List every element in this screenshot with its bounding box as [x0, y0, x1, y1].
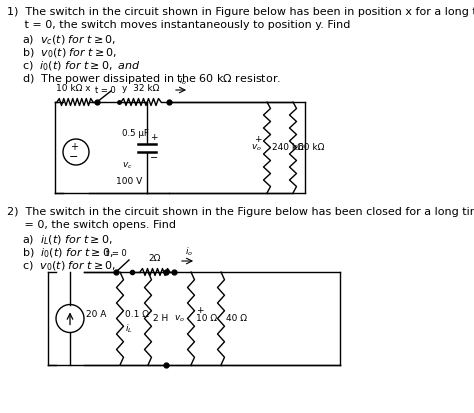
Text: y  32 kΩ: y 32 kΩ: [122, 84, 160, 93]
Text: t = 0, the switch moves instantaneously to position y. Find: t = 0, the switch moves instantaneously …: [7, 20, 350, 30]
Text: +: +: [150, 133, 157, 142]
Text: a)  $v_c(t)$ $\it{for}$ $t \geq 0,$: a) $v_c(t)$ $\it{for}$ $t \geq 0,$: [22, 33, 116, 47]
Text: $i_L$: $i_L$: [125, 322, 133, 335]
Text: 100 V: 100 V: [116, 176, 142, 185]
Text: 0.1 Ω: 0.1 Ω: [125, 310, 149, 319]
Text: c)  $v_0(t)$ $\it{for}$ $t \geq 0,$: c) $v_0(t)$ $\it{for}$ $t \geq 0,$: [22, 259, 116, 273]
Text: 2)  The switch in the circuit shown in the Figure below has been closed for a lo: 2) The switch in the circuit shown in th…: [7, 207, 474, 217]
Text: +: +: [255, 135, 262, 144]
Text: b)  $i_0(t)$ $\it{for}$ $t \geq 0,$: b) $i_0(t)$ $\it{for}$ $t \geq 0,$: [22, 246, 114, 260]
Text: 40 Ω: 40 Ω: [226, 314, 247, 323]
Text: 1)  The switch in the circuit shown in Figure below has been in position x for a: 1) The switch in the circuit shown in Fi…: [7, 7, 474, 17]
Text: 240 kΩ: 240 kΩ: [272, 143, 304, 152]
Text: = 0, the switch opens. Find: = 0, the switch opens. Find: [7, 220, 176, 230]
Text: 2 H: 2 H: [153, 314, 168, 323]
Text: −: −: [150, 152, 158, 162]
Text: $i_o$: $i_o$: [185, 245, 193, 258]
Text: −: −: [69, 152, 79, 162]
Text: +: +: [70, 142, 78, 152]
Text: +: +: [196, 306, 203, 315]
Text: 20 A: 20 A: [86, 310, 106, 319]
Text: 10 kΩ x: 10 kΩ x: [55, 84, 91, 93]
Text: d)  The power dissipated in the 60 k$\Omega$ resistor.: d) The power dissipated in the 60 k$\Ome…: [22, 72, 281, 86]
Text: 2Ω: 2Ω: [149, 254, 161, 263]
Text: t = 0: t = 0: [95, 86, 116, 95]
Text: b)  $v_0(t)$ $\it{for}$ $t \geq 0,$: b) $v_0(t)$ $\it{for}$ $t \geq 0,$: [22, 46, 117, 59]
Text: a)  $i_L(t)$ $\it{for}$ $t \geq 0,$: a) $i_L(t)$ $\it{for}$ $t \geq 0,$: [22, 233, 113, 247]
Text: t = 0: t = 0: [106, 249, 127, 258]
Text: c)  $i_0(t)$ $\it{for}$ $t \geq 0,$ $and$: c) $i_0(t)$ $\it{for}$ $t \geq 0,$ $and$: [22, 59, 141, 73]
Text: $v_o$: $v_o$: [251, 142, 262, 153]
Text: $i_o$: $i_o$: [179, 74, 187, 87]
Text: 60 kΩ: 60 kΩ: [298, 143, 324, 152]
Text: 0.5 μF: 0.5 μF: [122, 129, 149, 138]
Text: 10 Ω: 10 Ω: [196, 314, 217, 323]
Text: $v_o$: $v_o$: [174, 313, 185, 324]
Text: $v_c$: $v_c$: [122, 160, 133, 171]
